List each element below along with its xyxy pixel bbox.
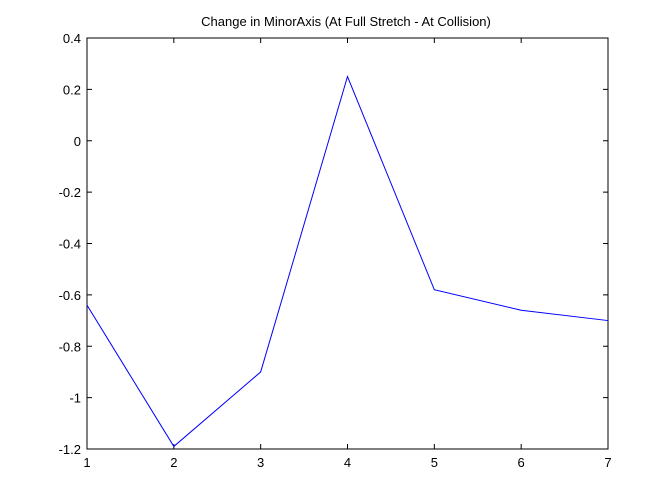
y-tick-label: 0.2 [63,82,81,97]
x-tick-label: 5 [431,455,438,470]
x-tick-label: 7 [604,455,611,470]
y-tick-label: 0 [74,134,81,149]
x-tick-label: 6 [518,455,525,470]
x-tick-label: 2 [170,455,177,470]
y-tick-label: -0.2 [59,185,81,200]
x-tick-label: 4 [344,455,351,470]
series-line-0 [86,75,609,448]
y-tick-label: -1.2 [59,442,81,457]
chart-title: Change in MinorAxis (At Full Stretch - A… [201,14,491,29]
y-tick-label: -0.6 [59,288,81,303]
y-tick-label: -0.4 [59,237,81,252]
x-tick-label: 3 [257,455,264,470]
y-tick-label: 0.4 [63,31,81,46]
y-tick-label: -0.8 [59,339,81,354]
plot-area: 1 2 3 4 5 6 7 0.4 0.2 0 -0.2 -0.4 -0.6 -0.8 -1 -1.2 [59,31,612,470]
axes-box [86,37,609,450]
x-tick-label: 1 [83,455,90,470]
y-tick-label: -1 [69,391,81,406]
